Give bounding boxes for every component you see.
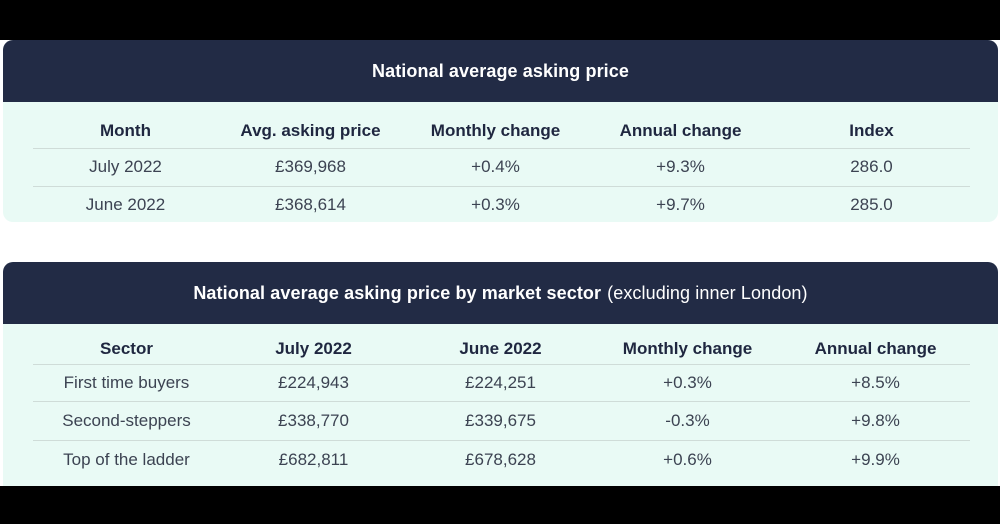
column-header: Index <box>849 120 894 140</box>
table-row: June 2022 £368,614 +0.3% +9.7% 285.0 <box>33 185 970 222</box>
table-cell: +0.3% <box>403 185 588 222</box>
market-sector-subtitle: (excluding inner London) <box>607 282 808 303</box>
table-header-row: Sector July 2022 June 2022 Monthly chang… <box>33 334 970 364</box>
table-cell: +9.8% <box>781 400 970 440</box>
table-cell: +0.4% <box>403 147 588 186</box>
market-sector-card: National average asking price by market … <box>3 262 998 486</box>
column-header: July 2022 <box>275 338 352 358</box>
table-cell: £368,614 <box>218 185 403 222</box>
table-cell: £682,811 <box>220 439 407 479</box>
table-cell: +0.3% <box>594 363 781 401</box>
table-cell: £338,770 <box>220 400 407 440</box>
asking-price-header: National average asking price <box>3 40 998 102</box>
asking-price-card: National average asking price Month Avg.… <box>3 40 998 222</box>
table-cell: £224,943 <box>220 363 407 401</box>
table-cell: -0.3% <box>594 400 781 440</box>
column-header: Avg. asking price <box>240 120 381 140</box>
table-cell: Second-steppers <box>33 400 220 440</box>
asking-price-title: National average asking price <box>371 60 629 81</box>
table-cell: £678,628 <box>407 439 594 479</box>
table-row: First time buyers £224,943 £224,251 +0.3… <box>33 363 970 401</box>
table-cell: First time buyers <box>33 363 220 401</box>
market-sector-title: National average asking price by market … <box>193 282 602 303</box>
asking-price-table: Month Avg. asking price Monthly change A… <box>33 114 970 222</box>
table-cell: July 2022 <box>33 147 218 186</box>
column-header: Annual change <box>814 338 937 358</box>
table-cell: £339,675 <box>407 400 594 440</box>
table-row: Top of the ladder £682,811 £678,628 +0.6… <box>33 439 970 479</box>
table-cell: +9.7% <box>588 185 773 222</box>
column-header: Monthly change <box>622 338 753 358</box>
column-header: Monthly change <box>430 120 561 140</box>
bottom-letterbox <box>0 486 1000 524</box>
column-header: Sector <box>100 338 153 358</box>
market-sector-table: Sector July 2022 June 2022 Monthly chang… <box>33 334 970 479</box>
market-sector-header: National average asking price by market … <box>3 262 998 324</box>
table-cell: 286.0 <box>773 147 970 186</box>
column-header: Month <box>100 120 151 140</box>
table-row: July 2022 £369,968 +0.4% +9.3% 286.0 <box>33 147 970 186</box>
table-cell: Top of the ladder <box>33 439 220 479</box>
table-cell: £224,251 <box>407 363 594 401</box>
table-cell: 285.0 <box>773 185 970 222</box>
table-cell: +9.3% <box>588 147 773 186</box>
column-header: June 2022 <box>459 338 542 358</box>
table-header-row: Month Avg. asking price Monthly change A… <box>33 114 970 148</box>
table-cell: +8.5% <box>781 363 970 401</box>
table-cell: +0.6% <box>594 439 781 479</box>
table-cell: +9.9% <box>781 439 970 479</box>
table-row: Second-steppers £338,770 £339,675 -0.3% … <box>33 400 970 440</box>
table-cell: £369,968 <box>218 147 403 186</box>
column-header: Annual change <box>619 120 742 140</box>
table-cell: June 2022 <box>33 185 218 222</box>
top-letterbox <box>0 0 1000 40</box>
